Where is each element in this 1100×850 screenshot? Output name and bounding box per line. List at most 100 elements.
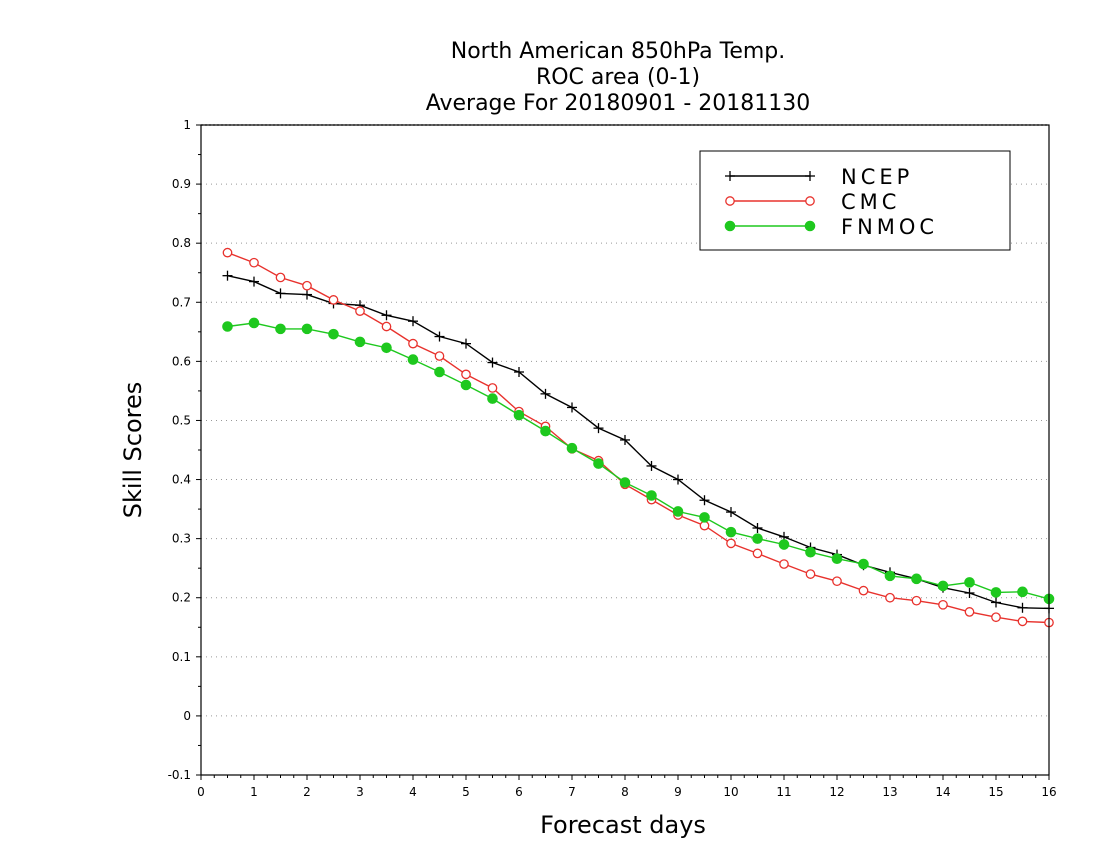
x-tick-label: 2	[303, 785, 311, 799]
point-cmc	[726, 538, 736, 549]
x-tick-label: 13	[882, 785, 897, 799]
y-tick-label: 0.4	[172, 473, 191, 487]
legend-marker	[805, 196, 815, 206]
point-cmc	[1017, 616, 1028, 627]
point-cmc	[752, 548, 763, 559]
point-ncep	[646, 460, 657, 471]
legend-label-ncep: NCEP	[841, 165, 913, 189]
x-tick-label: 14	[935, 785, 950, 799]
point-fnmoc	[434, 366, 445, 378]
point-ncep	[540, 388, 551, 399]
point-fnmoc	[725, 526, 737, 538]
y-tick-label: 0.9	[172, 177, 191, 191]
legend-item-ncep: NCEP	[725, 165, 913, 189]
point-fnmoc	[328, 328, 339, 340]
legend-item-fnmoc: FNMOC	[724, 215, 934, 239]
point-cmc	[805, 569, 816, 579]
point-fnmoc	[911, 573, 922, 585]
y-tick-label: -0.1	[168, 768, 191, 782]
point-cmc	[885, 592, 895, 603]
chart-title: North American 850hPa Temp. ROC area (0-…	[426, 39, 811, 116]
series-line-fnmoc	[227, 322, 1050, 600]
point-ncep	[514, 367, 524, 377]
legend-marker	[724, 220, 736, 232]
series-layer	[222, 247, 1055, 628]
gridlines	[201, 183, 1049, 717]
point-cmc	[832, 576, 842, 587]
point-ncep	[249, 276, 259, 287]
y-tick-label: 0.3	[172, 532, 191, 546]
point-fnmoc	[990, 587, 1002, 598]
point-fnmoc	[831, 553, 843, 565]
x-axis-label: Forecast days	[540, 811, 706, 839]
x-tick-label: 9	[674, 785, 682, 799]
point-ncep	[275, 288, 286, 299]
y-tick-label: 0.2	[172, 591, 191, 605]
series-fnmoc	[222, 317, 1055, 605]
point-fnmoc	[752, 533, 763, 544]
y-tick-label: 0.1	[172, 650, 191, 664]
series-line-ncep	[227, 275, 1050, 610]
x-tick-label: 15	[988, 785, 1003, 799]
point-ncep	[302, 289, 312, 300]
point-ncep	[752, 523, 763, 533]
y-tick-label: 0	[183, 709, 191, 723]
point-fnmoc	[672, 506, 684, 517]
point-fnmoc	[301, 323, 313, 335]
x-tick-label: 3	[356, 785, 364, 799]
point-fnmoc	[222, 321, 233, 332]
y-tick-label: 0.8	[172, 236, 191, 250]
point-cmc	[487, 383, 498, 393]
point-cmc	[249, 257, 259, 268]
point-cmc	[328, 295, 339, 305]
point-cmc	[461, 369, 471, 380]
point-fnmoc	[699, 512, 710, 523]
point-cmc	[408, 338, 418, 349]
legend-marker	[725, 171, 735, 181]
point-fnmoc	[884, 570, 896, 582]
point-fnmoc	[593, 458, 604, 469]
point-ncep	[964, 588, 975, 598]
x-tick-label: 6	[515, 785, 523, 799]
point-cmc	[779, 559, 789, 569]
point-ncep	[408, 316, 418, 327]
y-tick-label: 0.6	[172, 354, 191, 368]
point-fnmoc	[460, 379, 472, 391]
point-ncep	[620, 434, 630, 445]
point-fnmoc	[646, 490, 657, 501]
y-tick-label: 0.7	[172, 295, 191, 309]
point-cmc	[381, 321, 392, 332]
point-ncep	[487, 357, 498, 368]
point-fnmoc	[619, 477, 631, 488]
point-fnmoc	[1017, 586, 1028, 598]
point-fnmoc	[778, 539, 790, 550]
x-tick-label: 7	[568, 785, 576, 799]
point-fnmoc	[858, 558, 869, 570]
point-ncep	[593, 423, 604, 434]
chart-title-line-2: ROC area (0-1)	[536, 65, 700, 90]
point-cmc	[275, 272, 286, 283]
point-fnmoc	[540, 425, 551, 437]
x-tick-label: 12	[829, 785, 844, 799]
point-cmc	[434, 351, 445, 361]
point-cmc	[222, 247, 233, 258]
x-tick-label: 16	[1041, 785, 1056, 799]
chart-title-line-3: Average For 20180901 - 20181130	[426, 91, 811, 116]
point-ncep	[1017, 602, 1028, 613]
y-axis-label: Skill Scores	[119, 382, 147, 519]
point-fnmoc	[354, 336, 366, 348]
point-cmc	[964, 607, 975, 617]
point-ncep	[222, 270, 233, 281]
point-ncep	[991, 597, 1001, 608]
point-fnmoc	[566, 442, 578, 454]
point-ncep	[381, 310, 392, 321]
legend-item-cmc: CMC	[725, 190, 896, 214]
point-ncep	[673, 474, 683, 485]
x-tick-label: 8	[621, 785, 629, 799]
x-tick-label: 5	[462, 785, 470, 799]
x-tick-label: 0	[197, 785, 205, 799]
legend-marker	[804, 220, 816, 232]
point-cmc	[302, 280, 312, 291]
y-tick-label: 1	[183, 118, 191, 132]
